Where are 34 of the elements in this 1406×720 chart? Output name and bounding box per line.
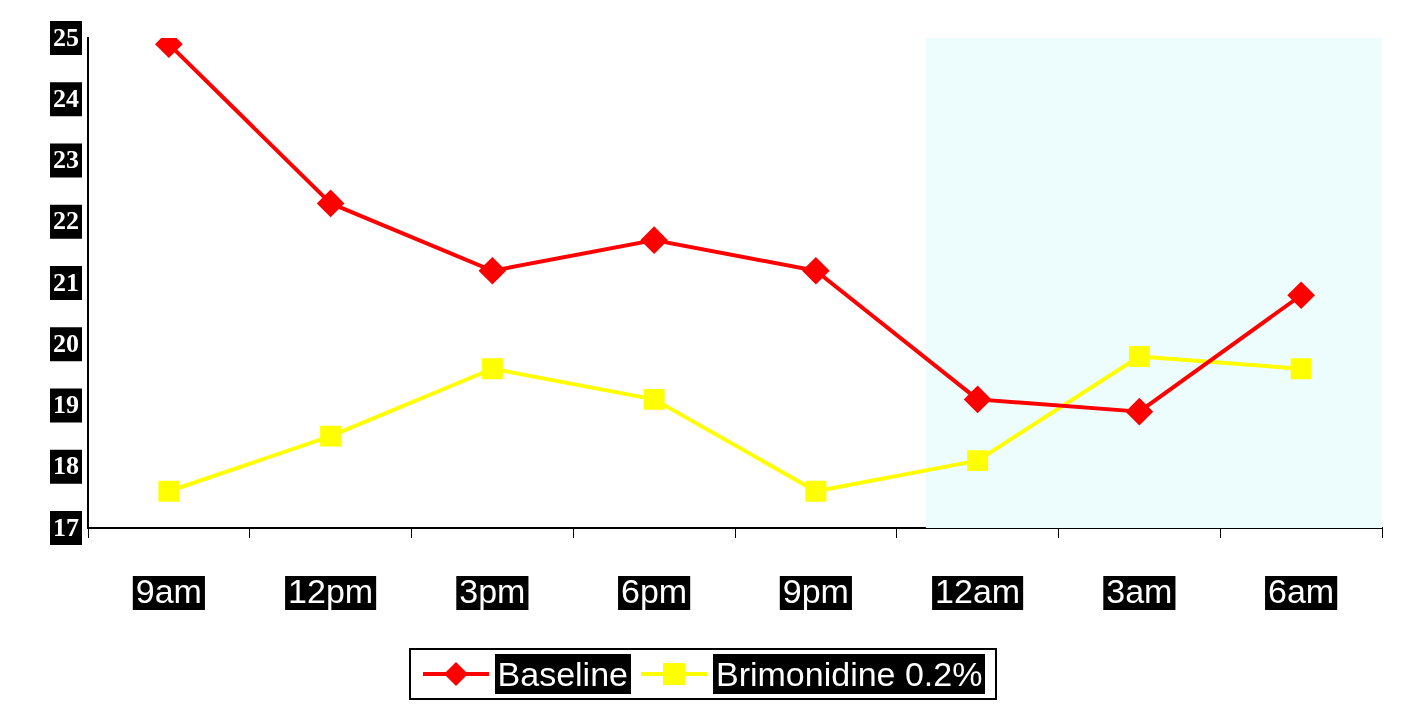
point bbox=[802, 257, 829, 284]
x-tick-label: 3am bbox=[1106, 572, 1173, 611]
x-tick-label: 12am bbox=[935, 572, 1021, 611]
point bbox=[481, 358, 503, 380]
point bbox=[964, 386, 991, 413]
point bbox=[1128, 346, 1150, 367]
point bbox=[641, 227, 668, 254]
x-tick-label: 6am bbox=[1268, 572, 1335, 611]
y-tick-label: 18 bbox=[53, 451, 79, 481]
x-tick-label: 12pm bbox=[288, 572, 374, 611]
x-tick-label: 3pm bbox=[459, 572, 526, 611]
y-tick-label: 23 bbox=[53, 145, 79, 175]
point bbox=[1290, 358, 1312, 380]
point bbox=[1288, 282, 1315, 309]
point bbox=[158, 480, 180, 502]
y-tick-label: 17 bbox=[53, 512, 79, 542]
y-tick-label: 19 bbox=[53, 390, 79, 420]
x-tick-label: 9am bbox=[135, 572, 202, 611]
point bbox=[317, 190, 344, 217]
x-tick-label: 9pm bbox=[782, 572, 849, 611]
point bbox=[967, 450, 989, 472]
point bbox=[320, 425, 342, 447]
point bbox=[805, 480, 827, 502]
y-tick-label: 21 bbox=[53, 267, 79, 297]
legend-label: Baseline bbox=[494, 654, 631, 694]
point bbox=[479, 257, 506, 284]
point bbox=[1126, 398, 1153, 425]
y-tick-label: 24 bbox=[53, 83, 79, 113]
y-tick-label: 22 bbox=[53, 206, 79, 236]
point bbox=[643, 388, 665, 410]
legend-label: Brimonidine 0.2% bbox=[712, 654, 986, 694]
x-tick-label: 6pm bbox=[621, 572, 688, 611]
y-tick-label: 25 bbox=[53, 22, 79, 52]
y-tick-label: 20 bbox=[53, 328, 79, 358]
